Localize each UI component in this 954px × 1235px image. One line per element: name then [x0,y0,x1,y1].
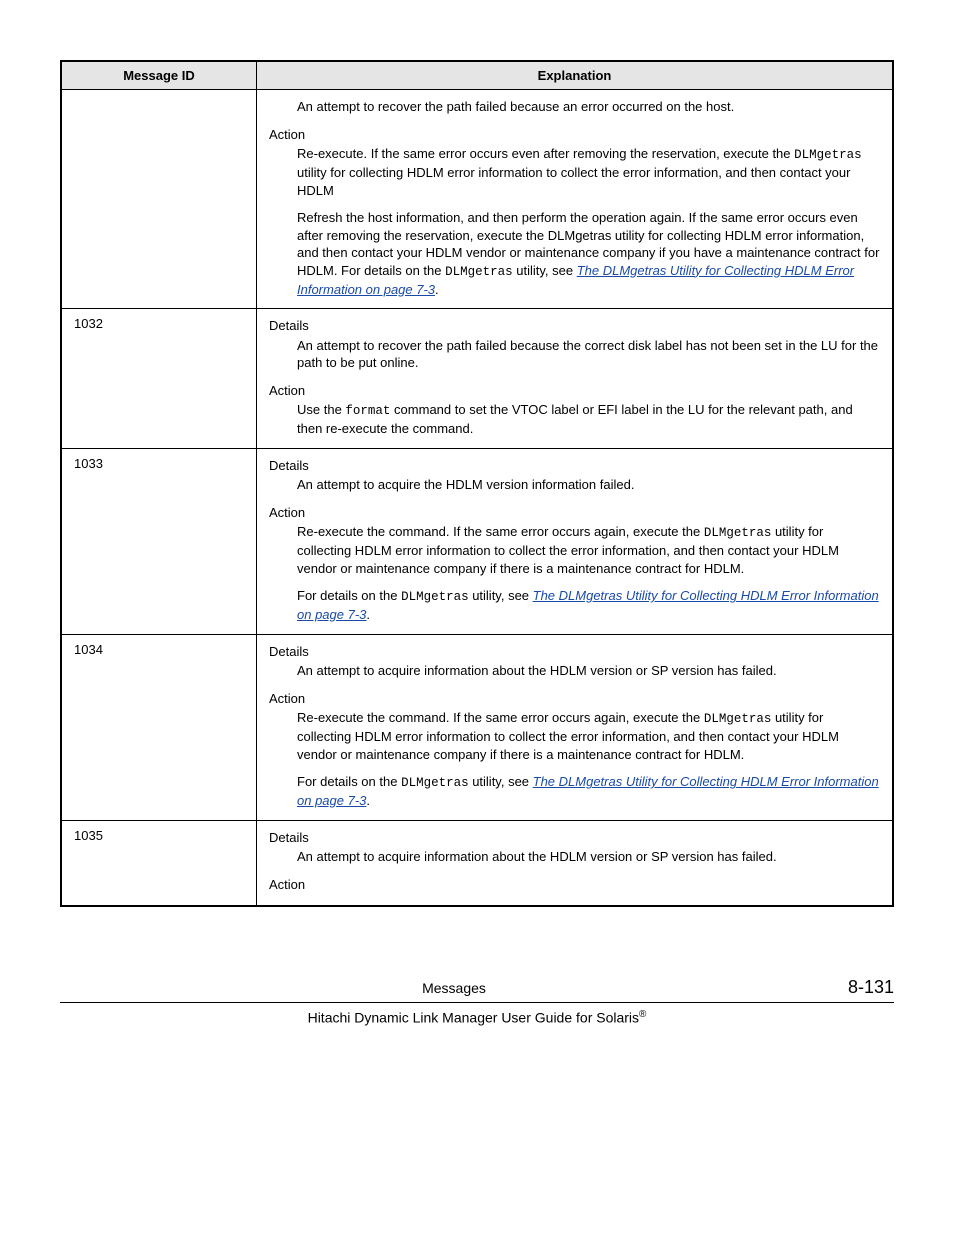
section-body: Re-execute the command. If the same erro… [297,523,880,577]
explanation-cell: DetailsAn attempt to acquire the HDLM ve… [257,448,894,634]
cross-reference-link[interactable]: The DLMgetras Utility for Collecting HDL… [297,263,854,297]
code-text: DLMgetras [401,776,469,790]
explanation-cell: DetailsAn attempt to acquire information… [257,634,894,820]
section-body: For details on the DLMgetras utility, se… [297,587,880,623]
section-body: An attempt to acquire information about … [297,848,880,866]
table-row: 1035DetailsAn attempt to acquire informa… [61,820,893,906]
message-id-cell: 1034 [61,634,257,820]
cross-reference-link[interactable]: The DLMgetras Utility for Collecting HDL… [297,588,879,622]
section-label: Action [269,382,880,400]
footer-title: Hitachi Dynamic Link Manager User Guide … [60,1003,894,1026]
explanation-cell: An attempt to recover the path failed be… [257,90,894,309]
table-row: 1033DetailsAn attempt to acquire the HDL… [61,448,893,634]
section-body: An attempt to acquire the HDLM version i… [297,476,880,494]
section-body: Re-execute the command. If the same erro… [297,709,880,763]
col-header-explanation: Explanation [257,61,894,90]
footer-page-number: 8-131 [848,977,894,998]
message-id-cell [61,90,257,309]
code-text: DLMgetras [445,265,513,279]
col-header-id: Message ID [61,61,257,90]
section-label: Action [269,504,880,522]
code-text: DLMgetras [401,590,469,604]
section-body: Re-execute. If the same error occurs eve… [297,145,880,199]
section-label: Action [269,690,880,708]
table-row: 1034DetailsAn attempt to acquire informa… [61,634,893,820]
cross-reference-link[interactable]: The DLMgetras Utility for Collecting HDL… [297,774,879,808]
section-label: Action [269,876,880,894]
message-id-cell: 1035 [61,820,257,906]
section-label: Details [269,829,880,847]
code-text: DLMgetras [704,526,772,540]
explanation-cell: DetailsAn attempt to acquire information… [257,820,894,906]
section-label: Details [269,457,880,475]
page-footer: Messages 8-131 Hitachi Dynamic Link Mana… [60,977,894,1026]
section-label: Details [269,643,880,661]
table-row: An attempt to recover the path failed be… [61,90,893,309]
section-body: An attempt to acquire information about … [297,662,880,680]
table-row: 1032 Details An attempt to recover the pat… [61,309,893,449]
section-body: Use the format command to set the VTOC l… [297,401,880,437]
code-text: format [345,404,390,418]
message-id-cell: 1033 [61,448,257,634]
section-label: Details [269,317,880,335]
messages-table: Message ID Explanation An attempt to rec… [60,60,894,907]
section-body: An attempt to recover the path failed be… [297,337,880,372]
section-label: Action [269,126,880,144]
section-body: An attempt to recover the path failed be… [297,98,880,116]
explanation-cell: Details An attempt to recover the path fa… [257,309,894,449]
code-text: DLMgetras [794,148,862,162]
section-body: Refresh the host information, and then p… [297,209,880,298]
footer-section: Messages [422,980,486,996]
message-id-cell: 1032 [61,309,257,449]
section-body: For details on the DLMgetras utility, se… [297,773,880,809]
code-text: DLMgetras [704,712,772,726]
